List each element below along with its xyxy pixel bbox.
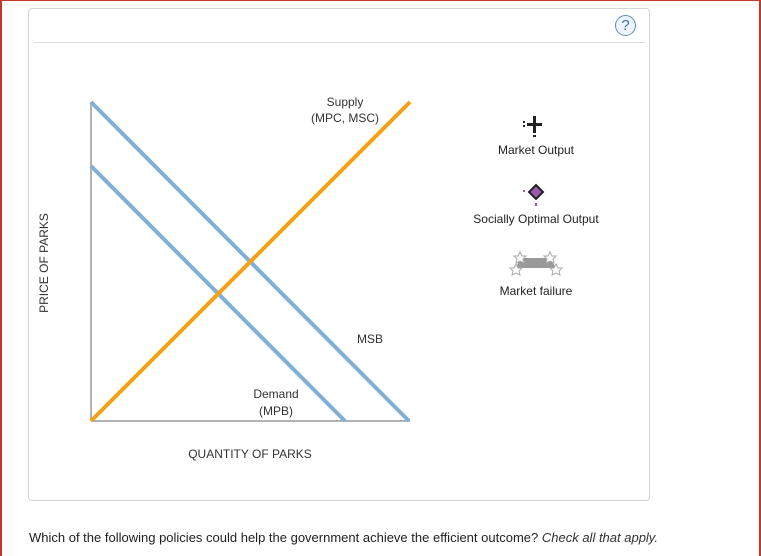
- supply-curve[interactable]: [89, 100, 412, 423]
- tool-market-failure-label: Market failure: [499, 284, 573, 298]
- supply-label-line2: (MPC, MSC): [311, 111, 379, 125]
- window-border-left: [0, 0, 2, 556]
- help-button[interactable]: ?: [615, 15, 636, 36]
- help-icon: ?: [621, 17, 630, 34]
- tool-market-output[interactable]: Market Output: [466, 113, 606, 157]
- question-instruction: Check all that apply.: [541, 530, 658, 545]
- shaded-region-icon: [508, 250, 564, 276]
- window-border-top: [0, 0, 761, 1]
- tool-market-failure[interactable]: Market failure: [466, 246, 606, 298]
- tool-market-output-label: Market Output: [497, 143, 575, 157]
- y-axis-label: PRICE OF PARKS: [37, 213, 51, 313]
- graph-panel: ?: [28, 8, 650, 501]
- diamond-marker-icon: [523, 183, 545, 206]
- question-text: Which of the following policies could he…: [29, 530, 658, 545]
- demand-label-line2: (MPB): [259, 404, 293, 418]
- plus-marker-icon: [523, 116, 542, 137]
- tool-socially-optimal-output[interactable]: Socially Optimal Output: [466, 182, 606, 226]
- window-border-right: [759, 0, 761, 556]
- tool-socially-optimal-label: Socially Optimal Output: [473, 212, 599, 226]
- demand-label-line1: Demand: [253, 387, 298, 401]
- question-prompt: Which of the following policies could he…: [29, 530, 539, 545]
- x-axis-label: QUANTITY OF PARKS: [188, 447, 312, 461]
- msb-label: MSB: [357, 332, 383, 346]
- panel-divider: [33, 42, 645, 43]
- supply-label-line1: Supply: [327, 95, 364, 109]
